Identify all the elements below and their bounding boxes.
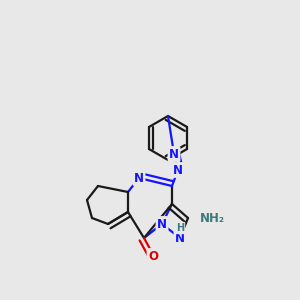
Text: N: N	[169, 148, 179, 160]
Text: N: N	[134, 172, 144, 184]
Text: N: N	[173, 164, 183, 176]
Text: H: H	[176, 223, 184, 233]
Text: N: N	[157, 218, 167, 230]
Text: O: O	[148, 250, 158, 262]
Text: NH₂: NH₂	[200, 212, 225, 224]
Text: N: N	[175, 232, 185, 244]
